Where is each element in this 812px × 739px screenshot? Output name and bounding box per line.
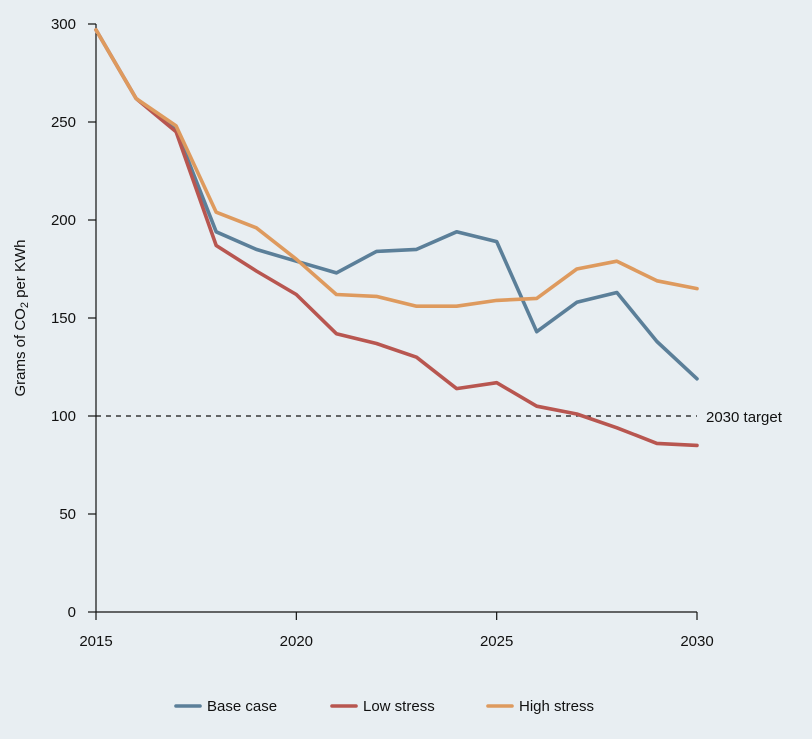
axes	[95, 24, 697, 613]
series-line-low-stress	[94, 28, 699, 448]
y-tick-label: 250	[51, 114, 76, 131]
x-tick-label: 2020	[280, 633, 313, 650]
y-tick-label: 300	[51, 16, 76, 33]
x-tick-label: 2015	[79, 633, 112, 650]
x-ticks: 2015 2020 2025 2030	[79, 612, 714, 650]
y-ticks: 0 50 100 150 200 250 300	[51, 16, 96, 621]
target-label: 2030 target	[706, 409, 783, 426]
series-line-high-stress	[94, 28, 699, 309]
x-tick-label: 2025	[480, 633, 513, 650]
reference-line-group: 2030 target	[96, 409, 783, 426]
series-line-base-case	[94, 28, 699, 381]
legend-label: Base case	[207, 698, 277, 715]
y-tick-label: 50	[59, 506, 76, 523]
x-tick-label: 2030	[680, 633, 713, 650]
legend-label: High stress	[519, 698, 594, 715]
y-tick-label: 0	[68, 604, 76, 621]
y-axis-title: Grams of CO2 per KWh	[12, 239, 31, 396]
y-tick-label: 100	[51, 408, 76, 425]
series-lines	[94, 28, 699, 448]
legend: Base case Low stress High stress	[174, 698, 594, 715]
legend-label: Low stress	[363, 698, 435, 715]
y-tick-label: 150	[51, 310, 76, 327]
y-tick-label: 200	[51, 212, 76, 229]
